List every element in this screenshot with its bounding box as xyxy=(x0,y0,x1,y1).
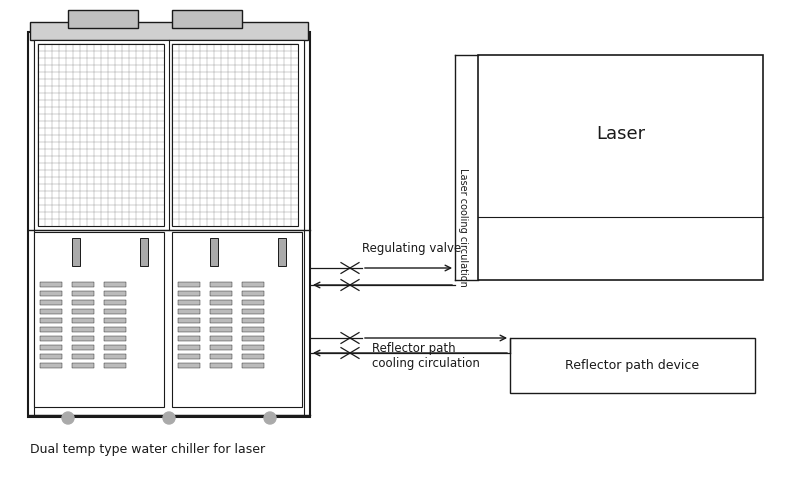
Bar xyxy=(72,238,80,266)
Bar xyxy=(210,282,232,287)
Bar xyxy=(178,363,200,368)
Bar xyxy=(68,10,138,28)
Bar xyxy=(72,345,94,350)
Bar xyxy=(34,40,304,230)
Bar xyxy=(72,300,94,305)
Bar xyxy=(178,309,200,314)
Bar xyxy=(210,238,218,266)
Bar xyxy=(72,318,94,323)
Bar xyxy=(210,291,232,296)
Bar xyxy=(104,318,126,323)
Bar xyxy=(242,309,264,314)
Bar xyxy=(40,336,62,341)
Bar xyxy=(178,318,200,323)
Bar xyxy=(72,309,94,314)
Circle shape xyxy=(264,412,276,424)
Bar xyxy=(242,327,264,332)
Bar xyxy=(40,282,62,287)
Text: Reflector path
cooling circulation: Reflector path cooling circulation xyxy=(372,342,480,370)
Bar xyxy=(178,354,200,359)
Bar xyxy=(242,282,264,287)
Bar xyxy=(172,10,242,28)
Bar xyxy=(104,354,126,359)
Bar xyxy=(242,300,264,305)
Bar xyxy=(34,40,304,415)
Bar xyxy=(30,22,308,40)
Bar xyxy=(104,363,126,368)
Bar xyxy=(104,282,126,287)
Bar xyxy=(210,327,232,332)
Bar xyxy=(40,318,62,323)
Bar xyxy=(34,232,164,407)
Bar xyxy=(104,300,126,305)
Circle shape xyxy=(62,412,74,424)
Bar xyxy=(210,300,232,305)
Bar xyxy=(210,345,232,350)
Text: Reflector path device: Reflector path device xyxy=(566,359,699,372)
Bar xyxy=(178,282,200,287)
Text: Regulating valve: Regulating valve xyxy=(362,242,462,255)
Circle shape xyxy=(163,412,175,424)
Bar xyxy=(178,291,200,296)
Bar xyxy=(72,354,94,359)
Text: Laser cooling circulation: Laser cooling circulation xyxy=(458,168,468,286)
Bar xyxy=(210,363,232,368)
Bar xyxy=(210,336,232,341)
Bar xyxy=(40,309,62,314)
Bar xyxy=(242,318,264,323)
Bar xyxy=(40,345,62,350)
Bar xyxy=(242,354,264,359)
Bar xyxy=(72,282,94,287)
Bar xyxy=(72,336,94,341)
Bar xyxy=(178,345,200,350)
Bar xyxy=(72,291,94,296)
Bar xyxy=(40,363,62,368)
Bar xyxy=(178,300,200,305)
Bar xyxy=(40,300,62,305)
Bar xyxy=(242,291,264,296)
Bar xyxy=(40,291,62,296)
Bar xyxy=(28,32,310,417)
Bar xyxy=(510,338,755,393)
Bar xyxy=(242,336,264,341)
Bar xyxy=(172,44,298,226)
Bar xyxy=(172,232,302,407)
Bar xyxy=(278,238,286,266)
Bar xyxy=(104,327,126,332)
Bar xyxy=(478,55,763,280)
Bar xyxy=(210,354,232,359)
Bar xyxy=(104,309,126,314)
Bar xyxy=(178,336,200,341)
Text: Dual temp type water chiller for laser: Dual temp type water chiller for laser xyxy=(30,444,265,456)
Bar xyxy=(104,291,126,296)
Bar xyxy=(140,238,148,266)
Bar xyxy=(178,327,200,332)
Bar xyxy=(72,327,94,332)
Bar xyxy=(210,309,232,314)
Bar xyxy=(242,363,264,368)
Bar xyxy=(40,327,62,332)
Bar xyxy=(72,363,94,368)
Bar xyxy=(210,318,232,323)
Text: Laser: Laser xyxy=(596,124,645,143)
Bar xyxy=(38,44,164,226)
Bar xyxy=(40,354,62,359)
Bar xyxy=(104,345,126,350)
Bar xyxy=(242,345,264,350)
Bar xyxy=(104,336,126,341)
